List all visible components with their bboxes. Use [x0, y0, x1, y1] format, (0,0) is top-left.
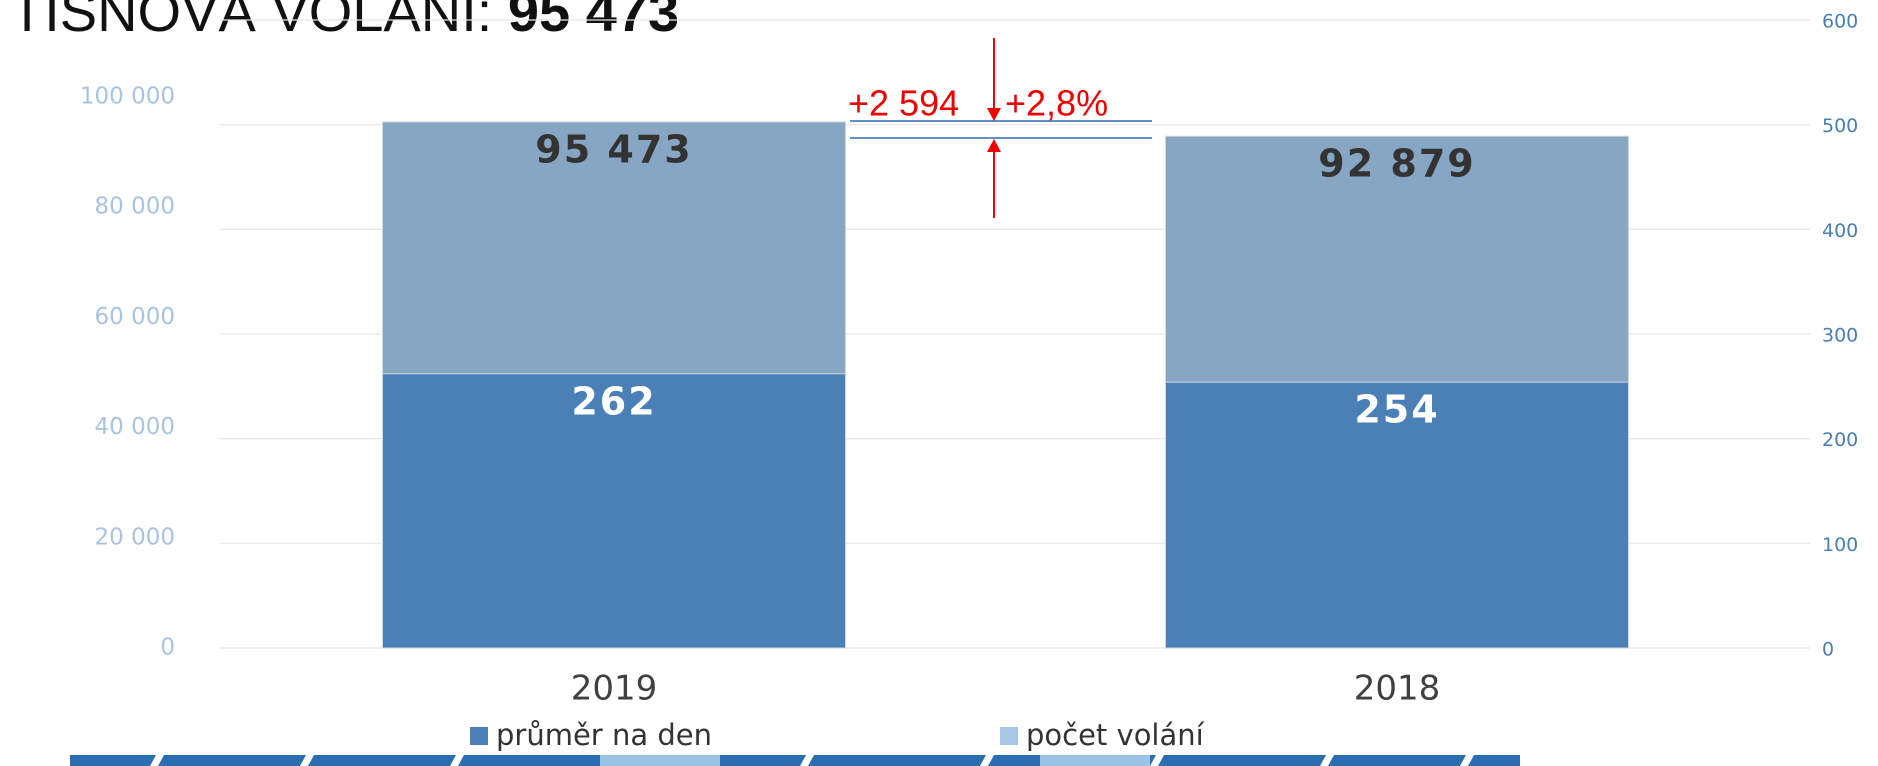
data-label: 95 473: [535, 127, 692, 171]
x-tick-label: 2019: [571, 669, 658, 709]
y-tick-label: 0: [160, 635, 175, 661]
bottom-stripes: [70, 755, 1520, 766]
legend-label: průměr na den: [496, 718, 712, 752]
y2-tick-label: 200: [1822, 429, 1858, 451]
y-tick-label: 100 000: [80, 84, 175, 110]
y2-tick-label: 400: [1822, 220, 1858, 242]
y-tick-label: 20 000: [95, 524, 175, 550]
y2-tick-label: 300: [1822, 325, 1858, 347]
y2-tick-label: 100: [1822, 534, 1858, 556]
y2-tick-label: 0: [1822, 639, 1834, 661]
y-tick-label: 60 000: [95, 304, 175, 330]
y-tick-label: 80 000: [95, 194, 175, 220]
legend-label: počet volání: [1026, 718, 1205, 752]
data-label: 92 879: [1318, 142, 1475, 186]
annotation: +2 594: [848, 83, 959, 124]
y-tick-label: 40 000: [95, 414, 175, 440]
title-text: TÍSŇOVÁ VOLÁNÍ:: [10, 0, 508, 43]
annotation-arrowhead: [987, 139, 1001, 152]
annotation: +2,8%: [1005, 83, 1108, 124]
y2-tick-label: 500: [1822, 115, 1858, 137]
data-label: 262: [571, 379, 656, 423]
bar: [382, 373, 846, 649]
title-value: 95 473: [508, 0, 679, 43]
legend-swatch: [470, 727, 488, 745]
data-label: 254: [1354, 388, 1439, 432]
x-tick-label: 2018: [1354, 669, 1441, 709]
legend-swatch: [1000, 727, 1018, 745]
y2-tick-label: 600: [1822, 11, 1858, 33]
chart-title: TÍSŇOVÁ VOLÁNÍ: 95 473: [10, 0, 679, 43]
annotation-arrowhead: [987, 108, 1001, 121]
bar: [1165, 381, 1629, 649]
